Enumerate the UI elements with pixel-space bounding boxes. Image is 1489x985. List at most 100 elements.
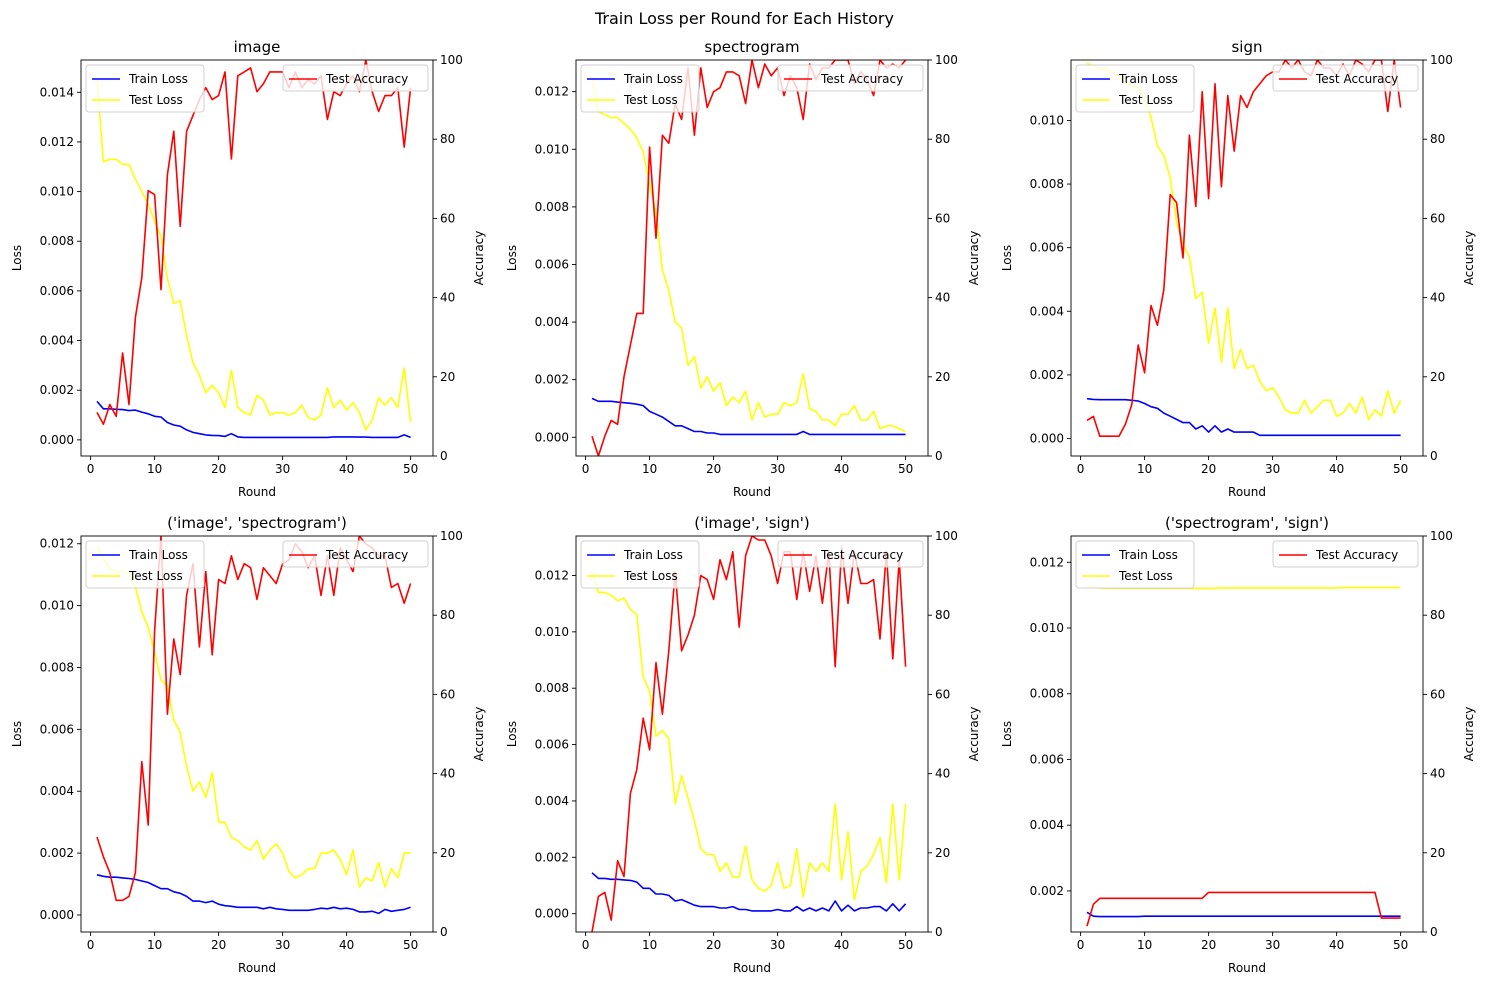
y2-tick-label: 80	[440, 608, 455, 622]
legend-left: Train Loss Test Loss	[580, 540, 700, 589]
y2-tick-label: 40	[440, 767, 455, 781]
y-tick-label: 0.008	[40, 660, 74, 674]
x-tick-label: 20	[1201, 938, 1216, 952]
y2-tick-label: 20	[935, 846, 950, 860]
legend-box	[282, 540, 429, 568]
y2-tick-label: 100	[1430, 529, 1453, 543]
y2-tick-label: 100	[935, 53, 958, 67]
legend-right: Test Accuracy	[282, 64, 429, 92]
y2-tick-label: 100	[1430, 53, 1453, 67]
y-axis-label: Loss	[505, 245, 519, 271]
y-axis-label: Loss	[1000, 245, 1014, 271]
y2-tick-label: 100	[935, 529, 958, 543]
series-line-test-loss	[96, 546, 411, 888]
x-tick-label: 20	[1201, 462, 1216, 476]
y2-tick-label: 60	[935, 687, 950, 701]
x-tick-label: 0	[1077, 938, 1085, 952]
series-line-test-loss	[591, 77, 906, 433]
x-tick-label: 40	[1329, 938, 1344, 952]
y-tick-label: 0.006	[40, 284, 74, 298]
y2-axis-label: Accuracy	[967, 231, 981, 286]
subplot-title: image	[234, 38, 281, 56]
y2-tick-label: 80	[440, 132, 455, 146]
x-tick-label: 50	[898, 462, 913, 476]
y-tick-label: 0.002	[1030, 884, 1064, 898]
legend-label: Train Loss	[1118, 72, 1178, 86]
legend-label: Test Loss	[623, 93, 678, 107]
x-tick-label: 50	[403, 462, 418, 476]
y-tick-label: 0.000	[40, 908, 74, 922]
subplot-title: spectrogram	[704, 38, 799, 56]
x-tick-label: 40	[339, 938, 354, 952]
axes-frame	[1070, 535, 1424, 933]
subplot-title: ('spectrogram', 'sign')	[1165, 514, 1329, 532]
subplot-title: ('image', 'spectrogram')	[167, 514, 347, 532]
subplot-1: 0 10 20 30 40 50 0.000 0.002 0.004 0.006 0.008 0.01…	[10, 38, 486, 499]
y2-axis-label: Accuracy	[472, 231, 486, 286]
y-tick-label: 0.000	[535, 430, 569, 444]
y2-tick-label: 60	[440, 211, 455, 225]
x-tick-label: 10	[642, 462, 657, 476]
y-tick-label: 0.010	[535, 625, 569, 639]
y2-tick-label: 0	[935, 925, 943, 939]
legend-left: Train Loss Test Loss	[1075, 64, 1195, 113]
y-tick-label: 0.002	[535, 373, 569, 387]
x-tick-label: 0	[87, 938, 95, 952]
legend-right: Test Accuracy	[282, 540, 429, 568]
y-tick-label: 0.002	[535, 850, 569, 864]
legend-left: Train Loss Test Loss	[85, 540, 205, 589]
subplot-title: sign	[1231, 38, 1262, 56]
legend-box	[1272, 540, 1419, 568]
subplot-title: ('image', 'sign')	[694, 514, 809, 532]
y2-tick-label: 40	[440, 291, 455, 305]
y-tick-label: 0.004	[535, 315, 569, 329]
x-tick-label: 0	[1077, 462, 1085, 476]
y-tick-label: 0.010	[40, 185, 74, 199]
y2-tick-label: 20	[1430, 846, 1445, 860]
y-axis-label: Loss	[10, 245, 24, 271]
y-axis-label: Loss	[10, 721, 24, 747]
axes-frame	[1070, 59, 1424, 457]
legend-label: Test Accuracy	[1315, 548, 1398, 562]
x-tick-label: 20	[211, 938, 226, 952]
legend-right: Test Accuracy	[1272, 540, 1419, 568]
y2-tick-label: 0	[1430, 449, 1438, 463]
y2-tick-label: 40	[935, 767, 950, 781]
x-tick-label: 20	[211, 462, 226, 476]
y-tick-label: 0.000	[535, 907, 569, 921]
y-tick-label: 0.010	[40, 599, 74, 613]
y2-tick-label: 80	[1430, 608, 1445, 622]
series-line-train-loss	[96, 874, 411, 915]
legend-label: Test Accuracy	[1315, 72, 1398, 86]
y-tick-label: 0.000	[1030, 432, 1064, 446]
series-line-test-loss	[591, 572, 907, 901]
y2-tick-label: 20	[440, 846, 455, 860]
y2-axis-label: Accuracy	[1462, 707, 1476, 762]
x-axis-label: Round	[238, 485, 276, 499]
legend-left: Train Loss Test Loss	[1075, 540, 1195, 589]
y-tick-label: 0.012	[535, 568, 569, 582]
y2-axis-label: Accuracy	[472, 707, 486, 762]
series-line-train-loss	[96, 400, 411, 439]
legend-label: Test Loss	[623, 569, 678, 583]
x-tick-label: 30	[770, 462, 785, 476]
y-tick-label: 0.008	[1030, 177, 1064, 191]
x-tick-label: 40	[834, 462, 849, 476]
series-line-test-accuracy	[1086, 891, 1401, 927]
x-axis-label: Round	[238, 961, 276, 975]
y-axis-label: Loss	[505, 721, 519, 747]
axes-frame	[80, 535, 434, 933]
y2-tick-label: 100	[440, 53, 463, 67]
y-tick-label: 0.006	[1030, 752, 1064, 766]
y-tick-label: 0.004	[40, 334, 74, 348]
y-tick-label: 0.002	[1030, 368, 1064, 382]
x-tick-label: 0	[582, 462, 590, 476]
y-tick-label: 0.004	[1030, 304, 1064, 318]
legend-label: Test Accuracy	[325, 72, 408, 86]
x-tick-label: 10	[1137, 938, 1152, 952]
y2-tick-label: 80	[935, 132, 950, 146]
x-axis-label: Round	[1228, 485, 1266, 499]
y-tick-label: 0.004	[535, 794, 569, 808]
legend-label: Train Loss	[623, 72, 683, 86]
